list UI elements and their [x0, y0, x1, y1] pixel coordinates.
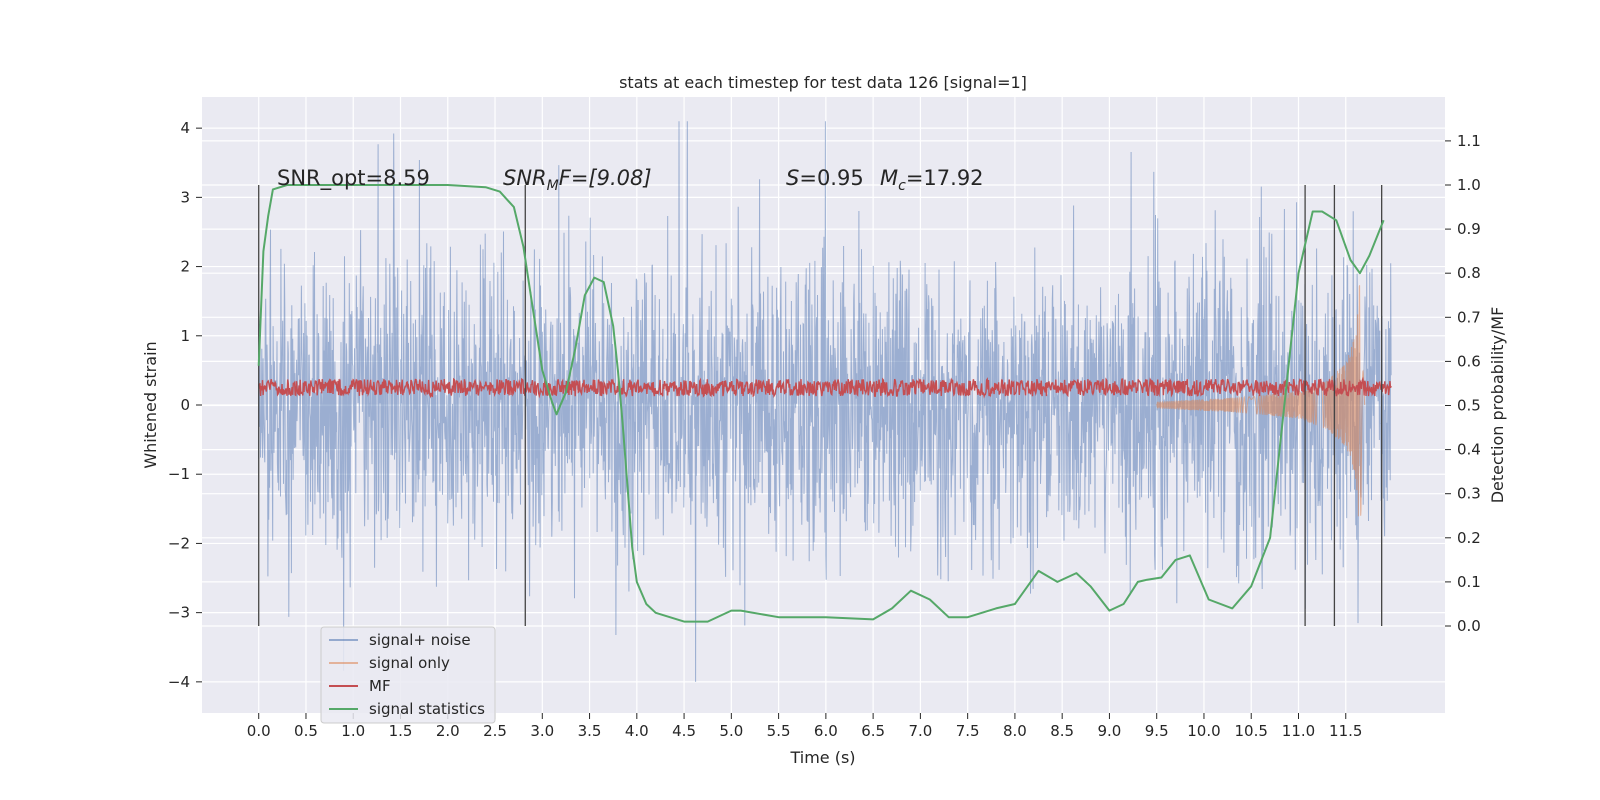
y-axis-label: Whitened strain: [141, 341, 160, 468]
y-tick-label: −3: [168, 604, 190, 622]
annotation-s-rest: =0.95: [799, 166, 863, 190]
x-tick-label: 3.5: [578, 722, 602, 740]
x-tick-label: 5.0: [719, 722, 743, 740]
series-mf: [258, 376, 1392, 399]
annotation-snr-mf-main: SNR: [503, 166, 547, 190]
annotation-mc-sub: c: [898, 178, 906, 194]
y2-tick-label: 0.5: [1457, 397, 1481, 415]
x-tick-label: 6.0: [814, 722, 838, 740]
annotation-snr-mf-rest: F=[9.08]: [559, 166, 652, 190]
y2-axis-label: Detection probability/MF: [1488, 307, 1507, 504]
y2-tick-label: 0.9: [1457, 220, 1481, 238]
y2-tick-label: 0.0: [1457, 617, 1481, 635]
y-tick-label: −2: [168, 534, 190, 552]
y2-tick-label: 0.1: [1457, 573, 1481, 591]
annotation-snr-opt: SNR_opt=8.59: [277, 166, 430, 191]
legend-label-signal-only: signal only: [369, 654, 450, 672]
y-tick-label: 0: [180, 396, 190, 414]
legend: signal+ noise signal only MF signal stat…: [320, 626, 496, 724]
x-tick-label: 11.0: [1282, 722, 1315, 740]
annotation-snr-mf-sub: M: [547, 178, 559, 194]
x-tick-label: 3.0: [530, 722, 554, 740]
y-tick-label: 4: [180, 119, 190, 137]
y2-tick-label: 0.3: [1457, 485, 1481, 503]
y-tick-label: −4: [168, 673, 190, 691]
x-tick-label: 6.5: [861, 722, 885, 740]
annotation-s-main: S: [786, 166, 799, 190]
legend-label-signal-noise: signal+ noise: [369, 631, 471, 649]
x-tick-label: 5.5: [767, 722, 791, 740]
series-signal-statistics: [257, 184, 1385, 623]
x-tick-label: 1.0: [341, 722, 365, 740]
y2-tick-label: 0.6: [1457, 352, 1481, 370]
annotation-s: S=0.95: [786, 166, 864, 190]
x-tick-label: 11.5: [1329, 722, 1362, 740]
y2-tick-label: 0.2: [1457, 529, 1481, 547]
y2-tick-label: 1.1: [1457, 132, 1481, 150]
x-tick-label: 4.5: [672, 722, 696, 740]
signal-statistics-line: [257, 184, 1385, 623]
x-tick-label: 10.0: [1187, 722, 1220, 740]
legend-label-signal-statistics: signal statistics: [369, 700, 485, 718]
x-axis-label: Time (s): [789, 748, 855, 767]
x-tick-label: 4.0: [625, 722, 649, 740]
series-signal-noise: [258, 121, 1392, 682]
mf-line: [258, 376, 1392, 399]
y2-tick-label: 0.8: [1457, 264, 1481, 282]
axis-ticks: 0.0 0.5 1.0 1.5 2.0 2.5 3.0 3.5 4.0 4.5 5.0 5.5 6.0 6…: [168, 119, 1481, 740]
annotation-snr-mf: SNRMF=[9.08]: [503, 166, 652, 194]
x-tick-label: 9.0: [1098, 722, 1122, 740]
chart-title: stats at each timestep for test data 126…: [619, 73, 1027, 92]
annotation-mc-main: M: [880, 166, 898, 190]
x-tick-label: 7.5: [956, 722, 980, 740]
x-tick-label: 7.0: [908, 722, 932, 740]
y-tick-label: 3: [180, 188, 190, 206]
legend-label-mf: MF: [369, 677, 391, 695]
x-tick-label: 2.5: [483, 722, 507, 740]
y-tick-label: −1: [168, 465, 190, 483]
y-tick-label: 2: [180, 258, 190, 276]
x-tick-label: 8.0: [1003, 722, 1027, 740]
x-tick-label: 0.5: [294, 722, 318, 740]
x-tick-label: 1.5: [389, 722, 413, 740]
x-tick-label: 10.5: [1235, 722, 1268, 740]
x-tick-label: 9.5: [1145, 722, 1169, 740]
x-tick-label: 8.5: [1050, 722, 1074, 740]
x-tick-label: 0.0: [247, 722, 271, 740]
legend-box: [320, 626, 496, 724]
x-tick-label: 2.0: [436, 722, 460, 740]
y2-tick-label: 0.4: [1457, 441, 1481, 459]
y2-tick-label: 0.7: [1457, 308, 1481, 326]
signal-noise-line: [258, 121, 1392, 682]
y-tick-label: 1: [180, 327, 190, 345]
series-signal-only: [1156, 285, 1366, 517]
annotation-mc-rest: =17.92: [906, 166, 984, 190]
annotation-mc: Mc=17.92: [880, 166, 984, 194]
y2-tick-label: 1.0: [1457, 176, 1481, 194]
signal-only-line: [1156, 285, 1366, 517]
